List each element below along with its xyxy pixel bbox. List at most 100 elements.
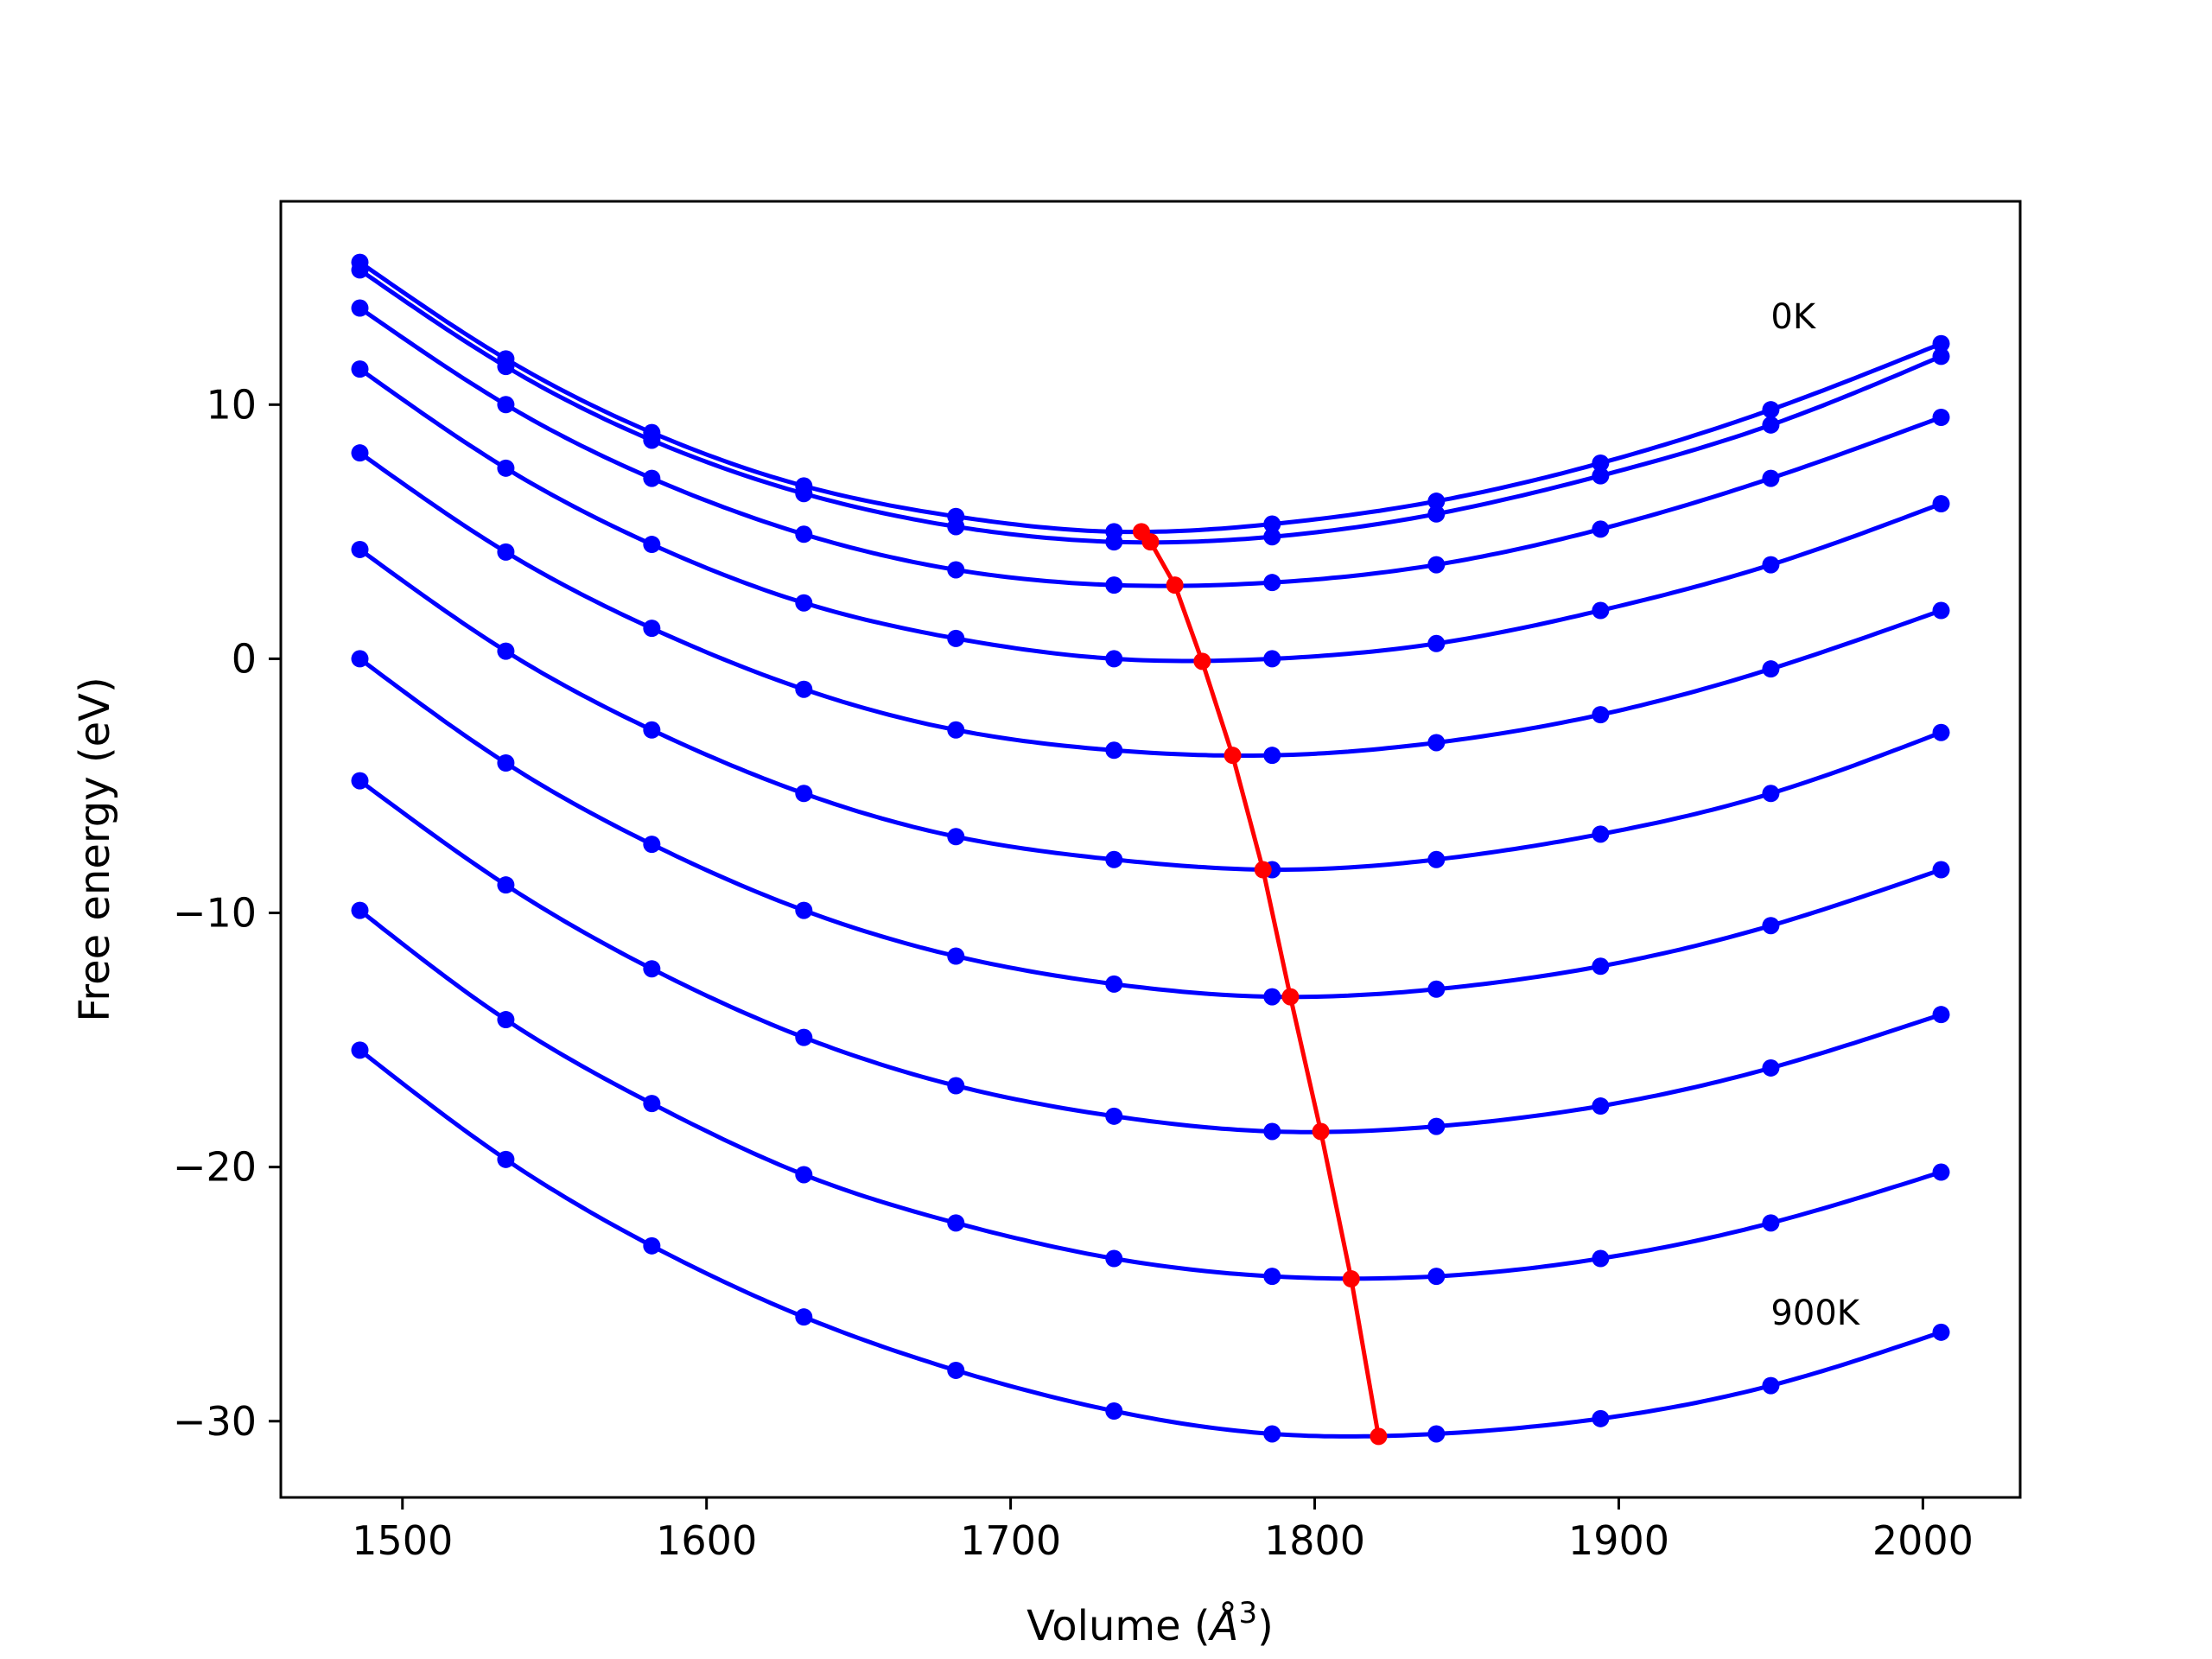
data-point — [795, 1166, 813, 1184]
data-point — [1263, 1425, 1281, 1443]
data-point — [1592, 1409, 1610, 1427]
data-point — [947, 629, 965, 647]
data-point — [1592, 1249, 1610, 1268]
minimum-point — [1281, 988, 1300, 1006]
data-point — [643, 960, 661, 978]
data-point — [1932, 347, 1950, 365]
annotation-label: 900K — [1770, 1294, 1860, 1333]
data-point — [1592, 1097, 1610, 1116]
x-axis-title: Volume (Å3) — [1027, 1596, 1274, 1650]
x-tick-label: 1700 — [960, 1517, 1061, 1564]
data-point — [1263, 650, 1281, 668]
data-point — [795, 680, 813, 698]
data-point — [497, 1011, 515, 1029]
data-point — [497, 543, 515, 561]
series-curve-0K — [359, 260, 1942, 535]
data-point — [1263, 747, 1281, 765]
y-tick-label: 0 — [232, 635, 257, 682]
data-point — [351, 901, 369, 919]
data-point — [1762, 469, 1780, 487]
x-tick-label: 2000 — [1872, 1517, 1974, 1564]
data-point — [643, 620, 661, 638]
data-point — [1932, 1323, 1950, 1341]
annotations: 0K 900K — [1770, 297, 1860, 1333]
series-points — [351, 253, 1950, 1443]
minimum-point — [1193, 652, 1211, 671]
data-point — [1762, 416, 1780, 434]
minimum-line — [1132, 523, 1388, 1446]
minimum-point — [1224, 747, 1242, 765]
data-point — [947, 561, 965, 579]
annotation-label: 0K — [1770, 297, 1816, 337]
data-point — [351, 650, 369, 668]
data-point — [947, 1361, 965, 1379]
data-point — [1762, 660, 1780, 678]
data-point — [1427, 634, 1446, 652]
data-point — [947, 1077, 965, 1095]
data-point — [1263, 1122, 1281, 1141]
y-axis-title: Free energy (eV) — [71, 677, 119, 1021]
data-point — [1932, 1006, 1950, 1024]
data-point — [497, 876, 515, 894]
data-point — [351, 261, 369, 279]
data-point — [643, 431, 661, 449]
data-point — [1105, 741, 1123, 760]
data-point — [1105, 576, 1123, 594]
data-point — [1427, 1117, 1446, 1135]
data-point — [1427, 493, 1446, 511]
data-point — [1263, 515, 1281, 533]
series-curve-200K — [359, 306, 1942, 588]
series-curve-700K — [359, 779, 1942, 1135]
data-point — [1762, 785, 1780, 803]
data-point — [795, 1028, 813, 1046]
data-point — [1932, 1163, 1950, 1181]
minimum-point — [1370, 1427, 1388, 1446]
data-point — [947, 947, 965, 965]
y-axis-ticks: −30 −20 −10 0 10 — [173, 381, 281, 1445]
x-tick-label: 1500 — [352, 1517, 453, 1564]
data-point — [1762, 401, 1780, 419]
data-point — [795, 1308, 813, 1326]
data-point — [1932, 723, 1950, 741]
data-point — [351, 299, 369, 317]
data-point — [1427, 1425, 1446, 1443]
x-axis-ticks: 1500 1600 1700 1800 1900 2000 — [352, 1497, 1974, 1564]
data-point — [351, 444, 369, 462]
data-point — [1105, 850, 1123, 868]
data-point — [1932, 601, 1950, 620]
data-point — [1105, 1402, 1123, 1420]
data-point — [497, 396, 515, 414]
y-tick-label: 10 — [206, 381, 257, 428]
data-point — [947, 828, 965, 846]
data-point — [795, 785, 813, 803]
data-point — [1592, 454, 1610, 472]
data-point — [1762, 1058, 1780, 1077]
plot-frame — [279, 200, 2022, 1499]
data-point — [1263, 574, 1281, 592]
data-point — [1105, 1107, 1123, 1125]
data-point — [1592, 957, 1610, 976]
data-point — [497, 1150, 515, 1168]
series-curve-500K — [359, 547, 1942, 872]
data-point — [1263, 528, 1281, 546]
minimum-point — [1141, 533, 1160, 551]
data-point — [351, 360, 369, 378]
data-point — [947, 1214, 965, 1232]
data-point — [351, 540, 369, 558]
data-point — [1105, 975, 1123, 993]
data-point — [947, 721, 965, 739]
data-point — [1592, 467, 1610, 485]
minimum-point — [1254, 861, 1272, 879]
data-point — [643, 1095, 661, 1113]
data-point — [643, 836, 661, 854]
series-curve-600K — [358, 657, 1942, 1000]
data-point — [1263, 1268, 1281, 1286]
data-point — [795, 485, 813, 503]
data-point — [1932, 861, 1950, 879]
data-point — [1762, 1214, 1780, 1232]
series-curve-300K — [359, 367, 1942, 664]
x-tick-label: 1800 — [1264, 1517, 1365, 1564]
data-point — [1105, 650, 1123, 668]
data-point — [1932, 409, 1950, 426]
data-point — [351, 1041, 369, 1059]
